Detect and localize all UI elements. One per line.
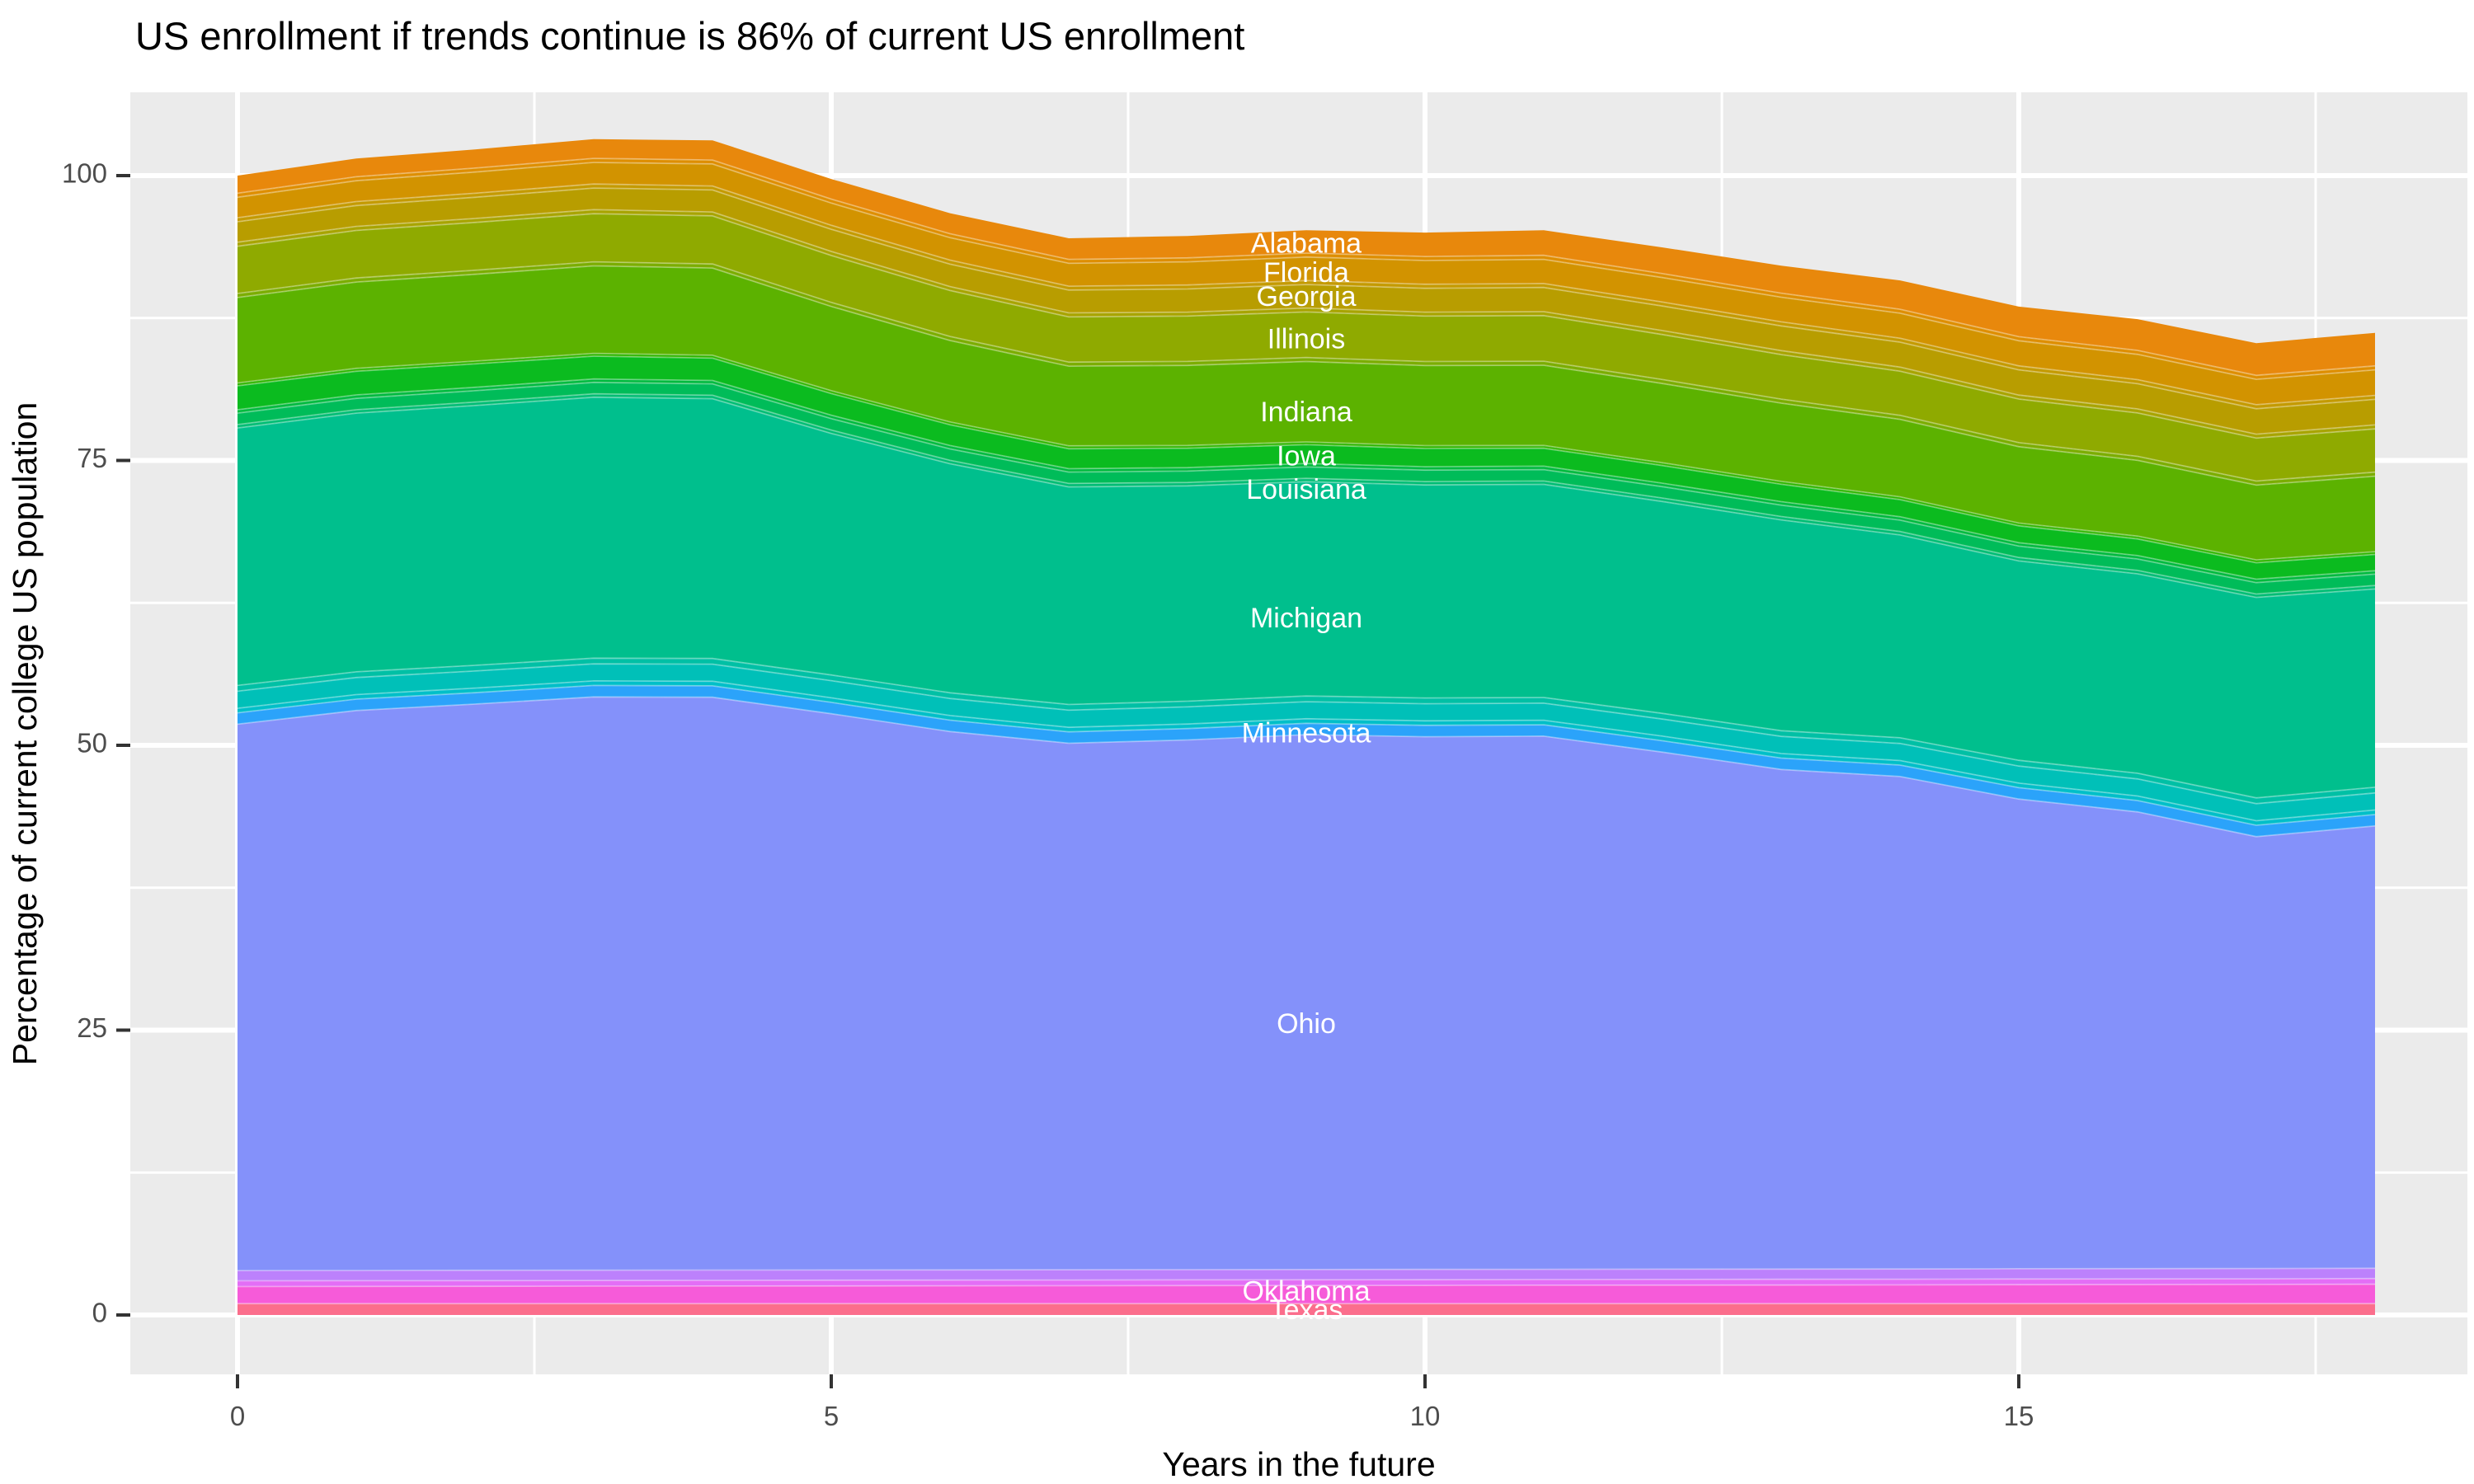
layer-boundary [237,352,2376,561]
state-label-louisiana: Louisiana [1246,474,1366,505]
layer-boundary [237,679,2376,822]
area-layer-unlabeled-16 [238,261,2375,486]
area-layer-unlabeled-5 [238,685,2375,837]
area-layer-indiana [238,265,2375,561]
state-label-alabama: Alabama [1251,228,1362,259]
y-tick-label: 25 [77,1012,107,1043]
chart-title: US enrollment if trends continue is 86% … [135,14,1244,58]
area-layer-michigan [238,397,2375,798]
layer-boundary [237,684,2376,826]
layer-boundary [237,696,2376,838]
y-tick-label: 75 [77,443,107,473]
layer-boundary [237,183,2376,406]
layer-boundary [237,1277,2376,1282]
y-axis-title: Percentage of current college US populat… [6,402,44,1066]
state-label-georgia: Georgia [1257,281,1357,312]
area-layer-unlabeled-0 [238,1303,2375,1315]
y-tick-label: 0 [92,1298,107,1328]
layer-boundary [237,1283,2376,1288]
state-label-minnesota: Minnesota [1242,718,1371,749]
layer-boundary [237,657,2376,799]
area-layer-illinois [238,214,2375,481]
layer-boundary [237,265,2376,486]
layer-boundary [237,381,2376,584]
state-label-ohio: Ohio [1277,1008,1336,1040]
state-label-michigan: Michigan [1250,603,1362,634]
x-tick-label: 10 [1410,1401,1441,1431]
state-label-florida: Florida [1263,257,1349,289]
layer-boundary [237,261,2376,482]
state-label-iowa: Iowa [1277,441,1336,472]
area-layer-texas [238,1284,2375,1304]
layer-boundary [237,209,2376,435]
area-layer-unlabeled-22 [238,158,2375,380]
x-axis-title: Years in the future [1162,1445,1435,1483]
layer-boundary [237,157,2376,377]
layer-boundary [237,1267,2376,1271]
area-layer-unlabeled-12 [238,378,2375,583]
x-tick-label: 5 [824,1401,839,1431]
state-label-illinois: Illinois [1268,323,1345,355]
state-label-texas: Texas [1270,1294,1343,1326]
layer-boundary [237,396,2376,599]
layer-boundary [237,392,2376,595]
area-layer-iowa [238,356,2375,580]
area-layer-florida [238,162,2375,405]
layer-boundary [237,663,2376,805]
area-layer-oklahoma [238,1268,2375,1281]
area-layer-unlabeled-20 [238,184,2375,409]
x-tick-label: 15 [2004,1401,2034,1431]
area-layer-georgia [238,188,2375,434]
area-layer-minnesota [238,664,2375,821]
state-label-oklahoma: Oklahoma [1243,1276,1371,1308]
area-layer-louisiana [238,382,2375,594]
area-layer-unlabeled-10 [238,393,2375,598]
area-layer-unlabeled-14 [238,353,2375,563]
area-layer-ohio [238,697,2375,1271]
layer-boundary [237,187,2376,410]
area-layer-alabama [238,139,2375,376]
x-tick-label: 0 [230,1401,245,1431]
area-layer-unlabeled-2 [238,1278,2375,1287]
layer-boundary [237,355,2376,564]
area-layer-unlabeled-18 [238,209,2375,439]
y-tick-label: 100 [62,158,107,189]
layer-boundary [237,213,2376,439]
layer-boundary [237,378,2376,580]
layer-boundary [237,162,2376,381]
state-label-indiana: Indiana [1260,397,1352,428]
y-tick-label: 50 [77,728,107,758]
